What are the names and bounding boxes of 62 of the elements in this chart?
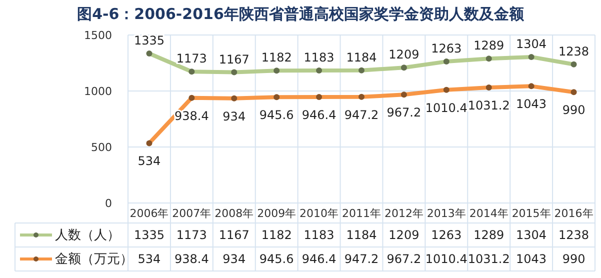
data-label: 946.4 (302, 252, 336, 266)
data-label: 1043 (516, 252, 547, 266)
text: 1183 (304, 50, 334, 65)
text: 1167 (218, 52, 250, 66)
data-label: 990 (562, 252, 586, 266)
text: 1184 (346, 50, 377, 64)
x-tick-label: 2015年 (512, 207, 551, 220)
data-label: 1335 (134, 228, 164, 242)
text: 967.2 (386, 106, 422, 120)
data-label: 1167 (218, 228, 250, 242)
text: 946.4 (302, 108, 336, 122)
data-label: 1263 (431, 228, 462, 242)
x-tick-label: 2007年 (172, 207, 212, 220)
legend-label: 金额（万元） (55, 252, 133, 267)
legend-label: 人数（人） (55, 228, 120, 243)
text: 938.4 (174, 108, 209, 123)
data-label: 947.2 (344, 252, 379, 266)
y-tick-label: 0 (105, 197, 112, 210)
data-label: 1031.2 (468, 252, 510, 266)
text: 990 (562, 103, 586, 118)
data-label: 1183 (304, 228, 334, 242)
text: 1263 (431, 42, 462, 56)
data-label: 1010.4 (425, 252, 468, 266)
y-tick-label: 500 (91, 141, 112, 154)
text: 934 (222, 109, 246, 124)
data-label: 1182 (261, 228, 292, 242)
data-label: 534 (138, 252, 161, 266)
data-label: 934 (222, 252, 246, 266)
x-tick-label: 2009年 (257, 207, 296, 220)
x-tick-label: 2013年 (426, 207, 466, 220)
chart-title: 图4-6：2006-2016年陕西省普通高校国家奖学金资助人数及金额 (77, 5, 525, 23)
text: 947.2 (344, 108, 379, 122)
text: 1238 (558, 44, 590, 58)
text: 1173 (176, 52, 207, 66)
data-label: 945.6 (259, 252, 294, 266)
data-label: 1304 (516, 228, 547, 242)
text: 1304 (516, 36, 547, 51)
text: 1335 (134, 33, 164, 48)
text: 534 (138, 154, 161, 168)
text: 945.6 (259, 108, 294, 122)
data-label: 1184 (346, 228, 377, 242)
x-tick-label: 2014年 (469, 207, 508, 220)
data-label: 967.2 (386, 252, 422, 266)
text: 1209 (388, 48, 420, 62)
text: 1031.2 (468, 98, 510, 113)
x-tick-label: 2010年 (300, 207, 339, 220)
x-tick-label: 2011年 (342, 207, 381, 220)
x-tick-label: 2012年 (384, 207, 424, 220)
data-label: 1289 (474, 228, 504, 242)
text: 1289 (474, 38, 504, 53)
y-tick-label: 1000 (84, 85, 112, 98)
text: 1043 (516, 97, 547, 112)
data-label: 1238 (558, 228, 590, 242)
data-label: 938.4 (174, 252, 209, 266)
text: 1010.4 (425, 100, 468, 115)
data-label: 1173 (176, 228, 207, 242)
text: 1182 (261, 50, 292, 65)
x-tick-label: 2008年 (214, 207, 254, 220)
data-label: 1209 (388, 228, 420, 242)
x-tick-label: 2016年 (554, 207, 594, 220)
y-tick-label: 1500 (84, 29, 112, 42)
x-tick-label: 2006年 (130, 207, 169, 220)
